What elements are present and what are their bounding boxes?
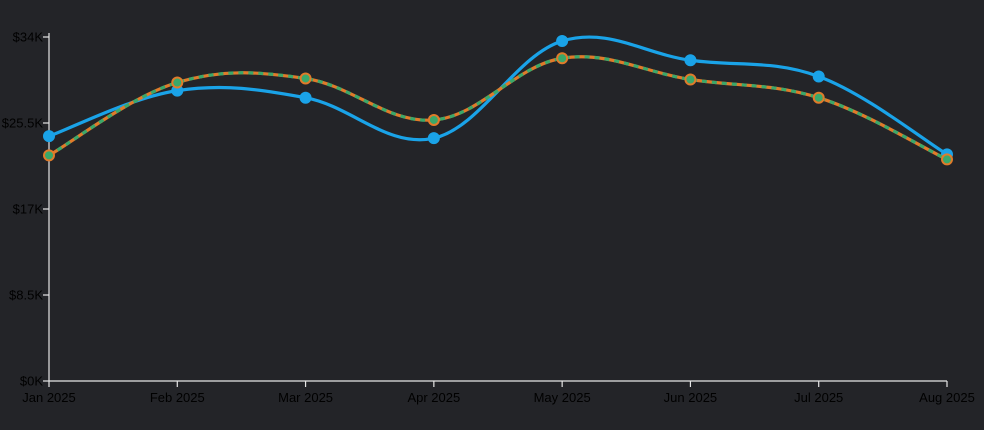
y-tick-label: $17K (13, 202, 44, 217)
axes (48, 33, 947, 382)
x-tick-label: Feb 2025 (150, 390, 205, 405)
y-axis-ticks: $0K $8.5K $17K $25.5K $34K (2, 30, 49, 389)
series-layer (43, 35, 953, 166)
x-axis-ticks: Jan 2025 Feb 2025 Mar 2025 Apr 2025 May 2025… (22, 381, 975, 405)
data-point[interactable] (684, 54, 697, 67)
series-line-dash (48, 55, 948, 161)
series-1 (43, 52, 953, 166)
y-tick-label: $25.5K (2, 116, 44, 131)
x-tick-label: May 2025 (534, 390, 591, 405)
x-tick-label: Aug 2025 (919, 390, 975, 405)
y-tick-label: $8.5K (9, 288, 43, 303)
x-tick-label: Apr 2025 (407, 390, 460, 405)
data-point[interactable] (556, 35, 569, 48)
data-point[interactable] (43, 130, 55, 143)
data-point[interactable] (941, 153, 953, 166)
x-tick-label: Jan 2025 (22, 390, 76, 405)
y-tick-label: $0K (20, 374, 43, 389)
data-point[interactable] (427, 113, 440, 126)
data-point[interactable] (171, 76, 184, 89)
data-point[interactable] (427, 132, 440, 145)
data-point[interactable] (299, 91, 312, 104)
data-point[interactable] (43, 149, 55, 162)
x-tick-label: Jun 2025 (664, 390, 718, 405)
data-point[interactable] (684, 73, 697, 86)
data-point[interactable] (299, 72, 312, 85)
y-tick-label: $34K (13, 30, 44, 45)
data-point[interactable] (812, 70, 825, 83)
x-tick-label: Jul 2025 (794, 390, 843, 405)
data-point[interactable] (812, 91, 825, 104)
x-tick-label: Mar 2025 (278, 390, 333, 405)
data-point[interactable] (556, 52, 569, 65)
series-line (48, 55, 948, 161)
